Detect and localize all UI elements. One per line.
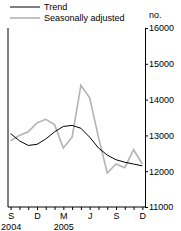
x-tick: D <box>34 207 41 221</box>
y-tick-mark <box>145 207 148 208</box>
x-tick <box>107 207 108 210</box>
series-line <box>11 85 143 173</box>
y-tick-label: 11000 <box>149 202 173 212</box>
x-tick-label: J <box>88 211 93 221</box>
x-tick: M2005 <box>54 207 74 231</box>
x-tick-label: S2004 <box>1 211 21 231</box>
y-tick-label: 14000 <box>149 95 174 105</box>
y-tick: 15000 <box>145 59 174 69</box>
x-tick: S2004 <box>1 207 21 231</box>
y-tick-mark <box>145 64 148 65</box>
x-tick <box>98 207 99 210</box>
x-tick-mark <box>11 207 12 210</box>
plot-area <box>11 85 143 173</box>
x-tick-mark <box>90 207 91 210</box>
x-tick-mark <box>63 207 64 210</box>
x-tick-mark <box>19 207 20 210</box>
y-tick: 11000 <box>145 202 173 212</box>
x-tick <box>19 207 20 210</box>
x-tick-mark <box>142 207 143 210</box>
x-tick: J <box>88 207 93 221</box>
x-tick-mark <box>125 207 126 210</box>
x-tick <box>72 207 73 210</box>
series-line <box>11 125 143 165</box>
x-tick-mark <box>55 207 56 210</box>
x-tick-mark <box>134 207 135 210</box>
x-tick-mark <box>107 207 108 210</box>
legend: TrendSeasonally adjusted <box>10 2 125 23</box>
x-tick-mark <box>116 207 117 210</box>
y-tick-label: 15000 <box>149 59 174 69</box>
x-tick-label: D <box>140 211 147 221</box>
x-axis: S2004 D M2005 J S D <box>1 207 146 231</box>
legend-swatch <box>10 7 40 8</box>
y-tick-mark <box>145 135 148 136</box>
x-tick-label: D <box>34 211 41 221</box>
y-tick: 16000 <box>145 23 174 33</box>
x-tick-mark <box>72 207 73 210</box>
legend-label: Trend <box>44 2 67 12</box>
y-tick: 14000 <box>145 95 174 105</box>
x-tick-label: M2005 <box>54 211 74 231</box>
x-tick <box>28 207 29 210</box>
x-tick-mark <box>28 207 29 210</box>
x-tick <box>81 207 82 210</box>
y-tick-mark <box>145 100 148 101</box>
x-tick-mark <box>81 207 82 210</box>
x-tick: D <box>140 207 147 221</box>
x-tick <box>55 207 56 210</box>
y-axis: 11000 12000 13000 14000 15000 16000 <box>145 23 174 212</box>
x-tick-mark <box>46 207 47 210</box>
x-tick: S <box>114 207 120 221</box>
y-tick-mark <box>145 171 148 172</box>
y-tick-label: 16000 <box>149 23 174 33</box>
y-axis-title: no. <box>149 10 162 20</box>
left-frame <box>8 28 9 207</box>
x-tick-mark <box>98 207 99 210</box>
y-tick: 12000 <box>145 167 174 177</box>
y-tick: 13000 <box>145 131 174 141</box>
x-tick-mark <box>37 207 38 210</box>
y-tick-label: 13000 <box>149 131 174 141</box>
x-tick <box>134 207 135 210</box>
legend-swatch <box>10 17 40 19</box>
x-tick <box>125 207 126 210</box>
x-tick <box>46 207 47 210</box>
y-tick-label: 12000 <box>149 167 174 177</box>
x-tick-label: S <box>114 211 120 221</box>
legend-label: Seasonally adjusted <box>44 13 125 23</box>
y-tick-mark <box>145 28 148 29</box>
y-axis-line <box>146 29 149 208</box>
